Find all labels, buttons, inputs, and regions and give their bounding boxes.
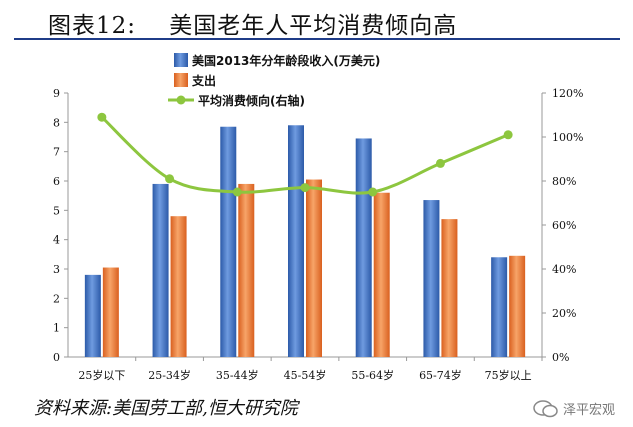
legend-marker-propensity — [176, 95, 186, 105]
x-tick-label: 75岁以上 — [485, 368, 532, 382]
source-note: 资料来源:美国劳工部,恒大研究院 — [34, 398, 298, 419]
y-right-tick-label: 60% — [552, 219, 576, 232]
y-right-tick-label: 40% — [552, 263, 576, 276]
title-bar: 图表12: 美国老年人平均消费倾向高 — [0, 0, 633, 39]
bar-income — [288, 125, 304, 358]
legend-label-income: 美国2013年分年龄段收入(万美元) — [192, 53, 380, 68]
watermark: 泽平宏观 — [533, 399, 615, 418]
bar-expense — [509, 255, 526, 357]
propensity-point — [232, 187, 242, 197]
legend-swatch-expense — [174, 73, 188, 87]
y-left-tick-label: 0 — [53, 351, 60, 364]
bar-income — [491, 257, 508, 357]
y-right-tick-label: 20% — [552, 307, 576, 320]
chart-title: 图表12: 美国老年人平均消费倾向高 — [48, 13, 458, 39]
bar-income — [355, 138, 372, 357]
x-tick-label: 25-34岁 — [148, 368, 191, 382]
legend-swatch-income — [174, 53, 188, 67]
x-tick-label: 25岁以下 — [78, 368, 125, 382]
y-right-tick-label: 80% — [552, 175, 576, 188]
bar-expense — [238, 183, 255, 357]
propensity-point — [503, 130, 513, 140]
legend-label-expense: 支出 — [191, 73, 216, 88]
watermark-label: 泽平宏观 — [562, 403, 615, 418]
bar-expense — [102, 267, 119, 357]
legend-label-propensity: 平均消费倾向(右轴) — [198, 93, 305, 108]
y-left-tick-label: 7 — [53, 146, 60, 159]
y-right-tick-label: 100% — [552, 131, 583, 144]
y-right-tick-label: 0% — [552, 351, 569, 364]
propensity-line — [100, 116, 509, 195]
title-underline — [14, 38, 620, 40]
bar-income — [84, 274, 101, 357]
bar-income — [423, 200, 440, 357]
y-left-tick-label: 2 — [53, 292, 60, 305]
propensity-point — [165, 174, 175, 184]
x-tick-label: 65-74岁 — [419, 368, 462, 382]
y-left-tick-label: 1 — [53, 322, 60, 335]
y-left-tick-label: 8 — [53, 116, 60, 129]
y-left-tick-label: 9 — [53, 87, 60, 100]
propensity-point — [97, 112, 107, 122]
y-left-tick-label: 4 — [53, 234, 60, 247]
bar-income — [152, 183, 169, 357]
y-left-tick-label: 5 — [53, 204, 60, 217]
bar-expense — [441, 219, 458, 357]
propensity-point — [368, 187, 378, 197]
bar-income — [220, 126, 237, 357]
bar-expense — [306, 179, 322, 357]
wechat-icon — [533, 399, 558, 417]
propensity-point — [435, 158, 445, 168]
bar-expense — [373, 192, 390, 357]
bar-expense — [170, 216, 187, 357]
x-tick-label: 55-64岁 — [351, 368, 394, 382]
x-tick-label: 35-44岁 — [216, 368, 259, 382]
propensity-point — [300, 183, 310, 193]
x-tick-label: 45-54岁 — [284, 368, 327, 382]
chart: 0 1 2 3 4 5 6 7 8 9 0% 20% 40% 60% 80% 100% 120% 25岁以下 25-… — [53, 53, 583, 382]
y-right-tick-label: 120% — [552, 87, 583, 100]
y-left-tick-label: 3 — [53, 263, 60, 276]
y-left-tick-label: 6 — [53, 175, 60, 188]
